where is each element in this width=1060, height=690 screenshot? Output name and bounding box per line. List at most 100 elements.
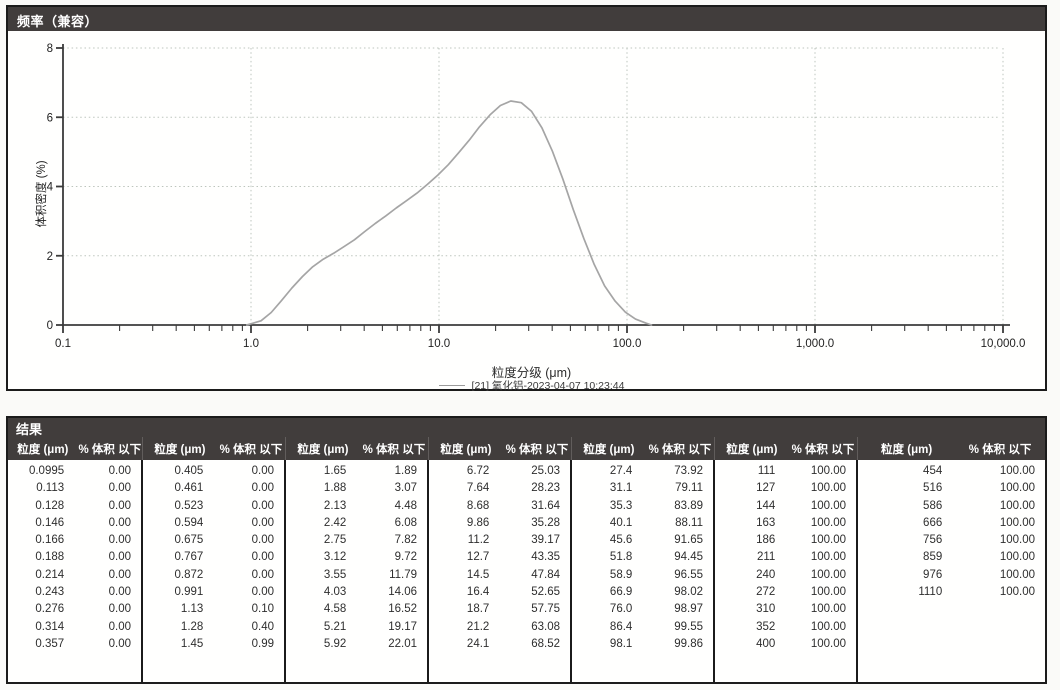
size-value: 0.872 xyxy=(174,568,204,581)
size-value: 51.8 xyxy=(609,551,633,564)
pct-value: 100.00 xyxy=(999,568,1035,581)
table-row: 0.357 0.00 xyxy=(8,636,141,653)
pct-value: 0.00 xyxy=(108,568,131,581)
size-value: 1.65 xyxy=(323,465,347,477)
table-row: 0.166 0.00 xyxy=(8,532,141,549)
table-row: 272 100.00 xyxy=(715,584,856,601)
size-value: 1.28 xyxy=(180,620,204,633)
table-row: 2.75 7.82 xyxy=(286,532,427,549)
table-row: 5.21 19.17 xyxy=(286,619,427,636)
pct-value: 28.23 xyxy=(531,482,560,495)
pct-value: 100.00 xyxy=(999,499,1035,512)
size-value: 127 xyxy=(756,482,776,495)
results-group: 6.72 25.03 7.64 28.23 8.68 31.64 9.86 35.28 11.2… xyxy=(429,460,572,682)
size-value: 0.357 xyxy=(35,637,65,650)
table-row: 9.86 35.28 xyxy=(429,515,570,532)
legend-label: [21] 氧化铝-2023-04-07 10:23:44 xyxy=(471,380,625,392)
pct-value: 52.65 xyxy=(531,586,560,599)
table-row: 0.461 0.00 xyxy=(143,480,284,497)
column-header-group: 粒度 (μm) % 体积 以下 xyxy=(715,437,858,460)
col-header-pct: % 体积 以下 xyxy=(791,443,855,456)
column-header-group: 粒度 (μm) % 体积 以下 xyxy=(429,437,572,460)
pct-value: 0.00 xyxy=(108,637,131,650)
size-value: 3.55 xyxy=(323,568,347,581)
col-header-size: 粒度 (μm) xyxy=(154,443,206,456)
col-header-size: 粒度 (μm) xyxy=(440,443,492,456)
pct-value: 63.08 xyxy=(531,620,560,633)
col-header-pct: % 体积 以下 xyxy=(968,443,1032,456)
size-value: 21.2 xyxy=(466,620,490,633)
size-value: 0.675 xyxy=(174,534,204,547)
results-group: 454 100.00 516 100.00 586 100.00 666 100.00 756 1… xyxy=(858,460,1045,682)
size-value: 6.72 xyxy=(466,465,490,477)
size-value: 0.0995 xyxy=(28,465,65,477)
table-row: 4.58 16.52 xyxy=(286,601,427,618)
table-row: 1110 100.00 xyxy=(858,584,1045,601)
size-value: 211 xyxy=(756,551,776,564)
pct-value: 0.00 xyxy=(251,482,274,495)
pct-value: 22.01 xyxy=(388,637,417,650)
size-value: 400 xyxy=(756,637,776,650)
frequency-panel-title: 频率（兼容） xyxy=(8,7,1045,31)
pct-value: 100.00 xyxy=(810,620,846,633)
size-value: 0.166 xyxy=(35,534,65,547)
pct-value: 96.55 xyxy=(674,568,703,581)
table-row: 0.314 0.00 xyxy=(8,619,141,636)
col-header-size: 粒度 (μm) xyxy=(726,443,778,456)
table-row: 3.12 9.72 xyxy=(286,549,427,566)
table-row: 14.5 47.84 xyxy=(429,567,570,584)
pct-value: 99.86 xyxy=(674,637,703,650)
results-group: 0.405 0.00 0.461 0.00 0.523 0.00 0.594 0.00 0.67… xyxy=(143,460,286,682)
size-value: 12.7 xyxy=(466,551,490,564)
pct-value: 0.00 xyxy=(251,568,274,581)
results-column-headers: 粒度 (μm)% 体积 以下 粒度 (μm)% 体积 以下 粒度 (μm)% 体积 … xyxy=(8,437,1045,460)
pct-value: 31.64 xyxy=(531,499,560,512)
pct-value: 0.00 xyxy=(108,551,131,564)
col-header-size: 粒度 (μm) xyxy=(17,443,69,456)
size-value: 86.4 xyxy=(609,620,633,633)
pct-value: 0.00 xyxy=(108,516,131,529)
pct-value: 0.00 xyxy=(108,465,131,477)
table-row: 45.6 91.65 xyxy=(572,532,713,549)
size-value: 16.4 xyxy=(466,586,490,599)
table-row: 0.146 0.00 xyxy=(8,515,141,532)
size-value: 1.45 xyxy=(180,637,204,650)
size-value: 31.1 xyxy=(609,482,633,495)
pct-value: 100.00 xyxy=(810,586,846,599)
table-row: 86.4 99.55 xyxy=(572,619,713,636)
table-row: 76.0 98.97 xyxy=(572,601,713,618)
table-row: 211 100.00 xyxy=(715,549,856,566)
table-row: 2.13 4.48 xyxy=(286,498,427,515)
pct-value: 19.17 xyxy=(388,620,417,633)
pct-value: 100.00 xyxy=(999,586,1035,599)
size-value: 240 xyxy=(756,568,776,581)
table-row: 2.42 6.08 xyxy=(286,515,427,532)
pct-value: 100.00 xyxy=(810,603,846,616)
pct-value: 0.00 xyxy=(251,534,274,547)
table-row: 8.68 31.64 xyxy=(429,498,570,515)
size-value: 0.188 xyxy=(35,551,65,564)
size-value: 111 xyxy=(757,465,776,477)
table-row: 16.4 52.65 xyxy=(429,584,570,601)
table-row: 127 100.00 xyxy=(715,480,856,497)
table-row: 27.4 73.92 xyxy=(572,463,713,480)
pct-value: 91.65 xyxy=(674,534,703,547)
pct-value: 0.00 xyxy=(108,534,131,547)
size-value: 1110 xyxy=(918,586,943,599)
table-row: 454 100.00 xyxy=(858,463,1045,480)
size-value: 1.13 xyxy=(180,603,204,616)
size-value: 0.113 xyxy=(36,482,65,495)
size-value: 58.9 xyxy=(609,568,633,581)
col-header-size: 粒度 (μm) xyxy=(881,443,933,456)
size-value: 0.276 xyxy=(35,603,65,616)
pct-value: 73.92 xyxy=(674,465,703,477)
col-header-pct: % 体积 以下 xyxy=(78,443,142,456)
pct-value: 0.00 xyxy=(251,516,274,529)
pct-value: 100.00 xyxy=(999,516,1035,529)
table-row: 310 100.00 xyxy=(715,601,856,618)
col-header-pct: % 体积 以下 xyxy=(505,443,569,456)
size-value: 586 xyxy=(923,499,943,512)
pct-value: 94.45 xyxy=(674,551,703,564)
pct-value: 0.00 xyxy=(108,620,131,633)
pct-value: 100.00 xyxy=(810,516,846,529)
